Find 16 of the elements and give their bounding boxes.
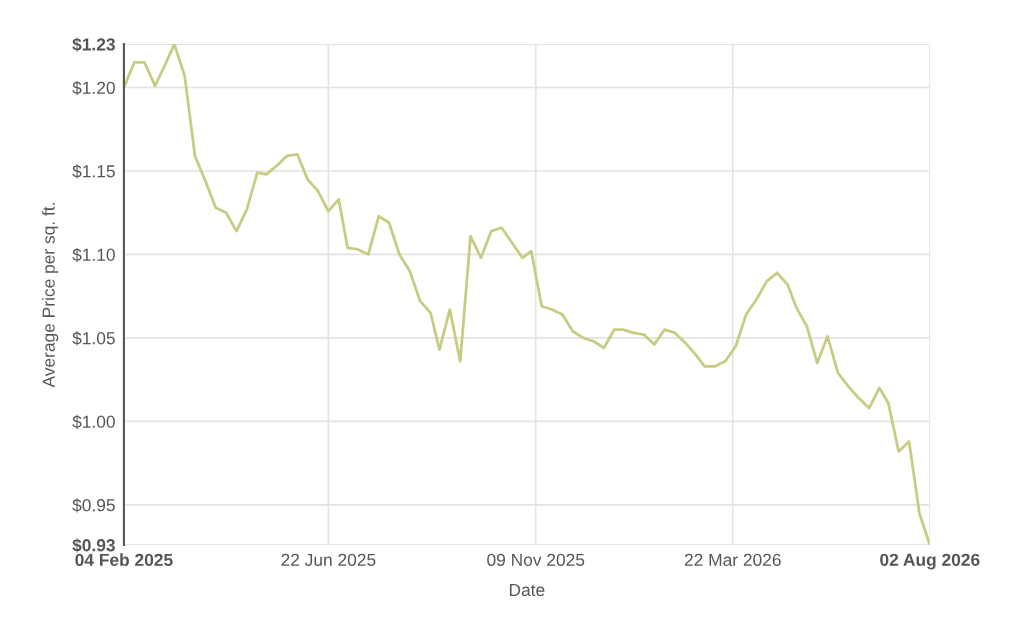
x-tick-label: 22 Mar 2026 <box>684 553 781 567</box>
y-tick-label: $1.15 <box>72 164 115 179</box>
x-tick-label: 22 Jun 2025 <box>281 553 376 567</box>
y-axis-title: Average Price per sq. ft. <box>42 203 59 388</box>
y-tick-label: $1.00 <box>72 414 115 429</box>
x-tick-label: 02 Aug 2026 <box>880 553 980 570</box>
y-tick-label: $0.93 <box>72 538 115 553</box>
y-tick-label: $1.10 <box>72 247 115 262</box>
x-tick-label: 04 Feb 2025 <box>75 553 173 567</box>
y-tick-label: $1.23 <box>72 37 115 52</box>
y-tick-label: $0.95 <box>72 498 115 513</box>
x-tick-label: 09 Nov 2025 <box>487 553 585 567</box>
x-axis-title: Date <box>509 583 545 597</box>
y-tick-label: $1.20 <box>72 80 115 95</box>
line-series <box>123 44 930 545</box>
y-tick-label: $1.05 <box>72 331 115 346</box>
